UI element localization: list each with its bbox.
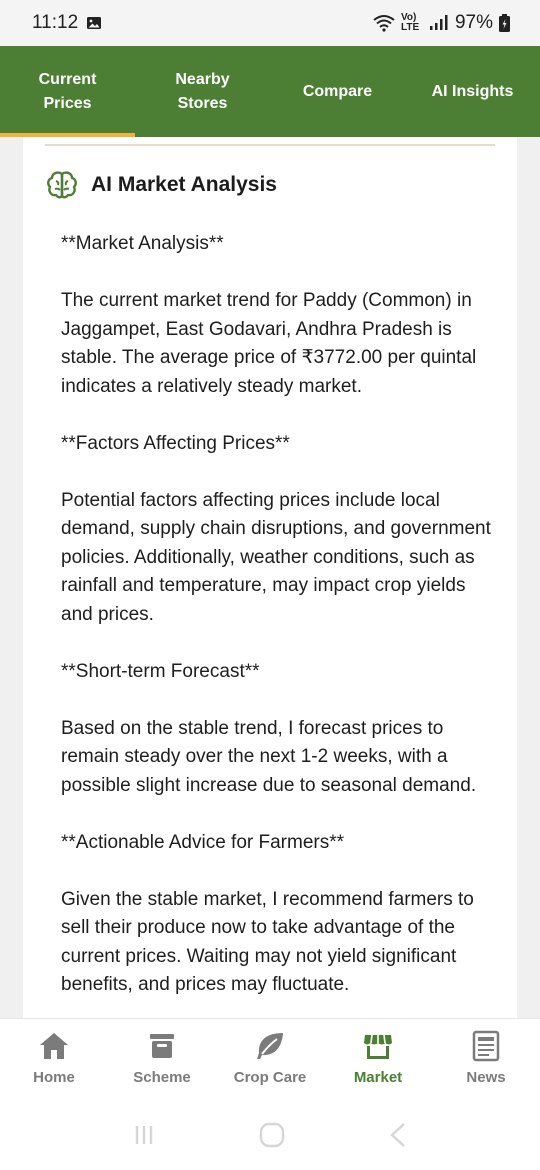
home-button-icon[interactable]: [259, 1122, 285, 1148]
card-title: AI Market Analysis: [91, 173, 277, 196]
store-icon: [364, 1034, 392, 1059]
battery-icon: [499, 14, 510, 32]
card-header: AI Market Analysis: [47, 171, 277, 199]
leaf-icon: [257, 1033, 283, 1059]
home-icon: [40, 1033, 68, 1059]
content-area[interactable]: AI Market Analysis **Market Analysis** T…: [0, 137, 540, 1018]
nav-label: News: [466, 1069, 506, 1086]
system-navigation-bar: [0, 1100, 540, 1170]
nav-home[interactable]: Home: [0, 1019, 108, 1100]
nav-label: Crop Care: [233, 1069, 307, 1086]
brain-icon: [47, 171, 77, 199]
nav-news[interactable]: News: [432, 1019, 540, 1100]
nav-label: Market: [353, 1069, 403, 1086]
battery-percent: 97%: [454, 12, 493, 33]
recent-apps-icon[interactable]: [132, 1123, 156, 1147]
tab-current-prices[interactable]: Current Prices: [0, 46, 135, 137]
signal-icon: [429, 15, 448, 30]
back-icon[interactable]: [388, 1122, 408, 1148]
top-tab-bar: Current Prices Nearby Stores Compare AI …: [0, 46, 540, 137]
wifi-icon: [373, 15, 395, 32]
status-time: 11:12: [32, 12, 79, 33]
scheme-icon: [150, 1034, 174, 1058]
analysis-paragraph: The current market trend for Paddy (Comm…: [61, 290, 477, 397]
analysis-paragraph: Based on the stable trend, I forecast pr…: [61, 717, 477, 796]
nav-label: Scheme: [133, 1069, 191, 1086]
status-bar: 11:12 Vo) LTE 97%: [0, 0, 540, 46]
tab-label: Current Prices: [38, 70, 97, 112]
analysis-paragraph: Potential factors affecting prices inclu…: [61, 489, 491, 625]
tab-label: Compare: [302, 82, 373, 100]
network-type-label: Vo) LTE: [400, 12, 420, 33]
ai-analysis-card: AI Market Analysis **Market Analysis** T…: [23, 137, 517, 1018]
nav-label: Home: [33, 1069, 75, 1086]
analysis-heading: **Actionable Advice for Farmers**: [61, 831, 345, 853]
card-divider: [45, 144, 495, 146]
analysis-text: **Market Analysis** The current market t…: [61, 230, 491, 1018]
nav-market[interactable]: Market: [324, 1019, 432, 1100]
tab-compare[interactable]: Compare: [270, 46, 405, 137]
analysis-heading: **Short-term Forecast**: [61, 660, 260, 682]
analysis-paragraph: Given the stable market, I recommend far…: [61, 888, 474, 996]
tab-nearby-stores[interactable]: Nearby Stores: [135, 46, 270, 137]
tab-ai-insights[interactable]: AI Insights: [405, 46, 540, 137]
tab-label: Nearby Stores: [175, 70, 230, 112]
analysis-heading: **Market Analysis**: [61, 233, 224, 254]
news-icon: [472, 1030, 500, 1062]
gallery-notification-icon: [87, 17, 102, 29]
bottom-navigation: Home Scheme Crop Care Market: [0, 1018, 540, 1100]
nav-crop-care[interactable]: Crop Care: [216, 1019, 324, 1100]
tab-label: AI Insights: [431, 82, 514, 100]
analysis-heading: **Factors Affecting Prices**: [61, 432, 290, 454]
nav-scheme[interactable]: Scheme: [108, 1019, 216, 1100]
